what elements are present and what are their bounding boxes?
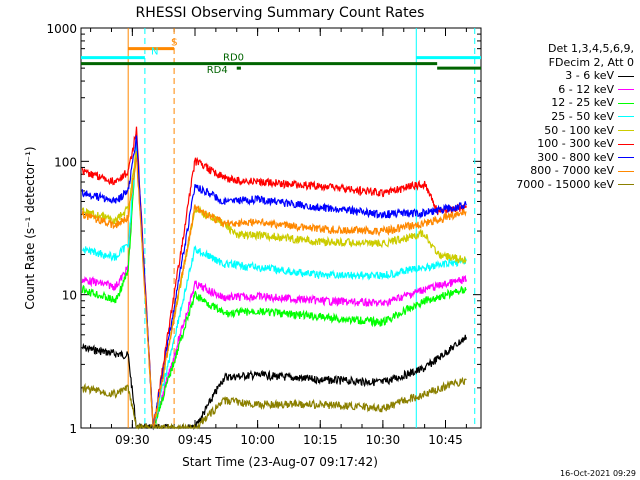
series-line: [81, 126, 467, 429]
legend-swatch: [618, 143, 634, 145]
y-axis-label: Count Rate (s⁻¹ detector⁻¹): [23, 146, 37, 309]
legend-swatch: [618, 102, 634, 104]
y-tick-label: 1: [69, 422, 77, 436]
x-tick-label: 10:30: [366, 433, 401, 447]
series-line: [81, 135, 467, 430]
legend-label: 3 - 6 keV: [565, 69, 614, 83]
legend-swatch: [618, 116, 634, 118]
y-tick-label: 10: [62, 289, 77, 303]
legend-swatch: [618, 157, 634, 159]
legend-swatch: [618, 75, 634, 77]
legend-entry: 12 - 25 keV: [516, 96, 634, 110]
legend-label: 7000 - 15000 keV: [516, 177, 614, 191]
x-tick-label: 09:30: [115, 433, 150, 447]
legend-label: 800 - 7000 keV: [530, 164, 614, 178]
legend-swatch: [618, 184, 634, 186]
legend-entry: 300 - 800 keV: [516, 151, 634, 165]
legend-label: 100 - 300 keV: [537, 137, 614, 151]
legend-entry: 100 - 300 keV: [516, 137, 634, 151]
legend-header-line: FDecim 2, Att 0: [548, 55, 634, 69]
legend-entry: 3 - 6 keV: [516, 69, 634, 83]
legend-swatch: [618, 130, 634, 132]
legend-label: 300 - 800 keV: [537, 150, 614, 164]
legend-entry: 25 - 50 keV: [516, 110, 634, 124]
legend-label: 25 - 50 keV: [551, 109, 614, 123]
y-tick-label: 100: [54, 155, 77, 169]
legend-header-line: Det 1,3,4,5,6,9,: [547, 42, 634, 55]
x-tick-label: 10:45: [428, 433, 463, 447]
plot-frame: [80, 27, 482, 429]
legend-swatch: [618, 170, 634, 172]
legend-entry: 800 - 7000 keV: [516, 164, 634, 178]
flag-label: RD0: [223, 53, 244, 64]
legend-entry: 50 - 100 keV: [516, 124, 634, 138]
x-tick-label: 10:00: [240, 433, 275, 447]
x-tick-label: 09:45: [178, 433, 213, 447]
series-line: [81, 157, 467, 429]
legend-label: 6 - 12 keV: [558, 82, 614, 96]
legend-entry: 7000 - 15000 keV: [516, 178, 634, 192]
chart-title: RHESSI Observing Summary Count Rates: [136, 5, 425, 21]
legend-swatch: [618, 89, 634, 91]
legend-header: Det 1,3,4,5,6,9, FDecim 2, Att 0: [516, 42, 634, 69]
x-tick-label: 10:15: [303, 433, 338, 447]
series-line: [81, 376, 467, 430]
legend-entry: 6 - 12 keV: [516, 83, 634, 97]
legend-label: 12 - 25 keV: [551, 96, 614, 110]
series-line: [81, 334, 467, 431]
y-tick-label: 1000: [46, 22, 77, 36]
flag-label: RD4: [207, 65, 228, 76]
x-axis-label: Start Time (23-Aug-07 09:17:42): [182, 455, 378, 469]
legend: Det 1,3,4,5,6,9, FDecim 2, Att 0 3 - 6 ke…: [516, 42, 634, 192]
legend-entries: 3 - 6 keV 6 - 12 keV 12 - 25 keV 25 - 50 ke…: [516, 69, 634, 191]
generation-date: 16-Oct-2021 09:29: [560, 469, 636, 478]
legend-label: 50 - 100 keV: [544, 123, 614, 137]
flag-label: S: [171, 38, 177, 49]
flag-label: N: [151, 47, 158, 58]
